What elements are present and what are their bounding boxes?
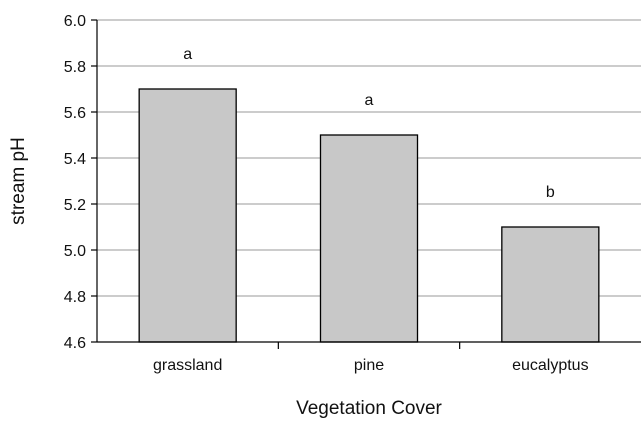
x-category-label-pine: pine [354, 357, 384, 374]
bars [138, 88, 600, 343]
axes [91, 19, 641, 349]
x-category-label-grassland: grassland [153, 357, 222, 374]
y-tick-labels: 4.6 4.8 5.0 5.2 5.4 5.6 5.8 6.0 [64, 13, 86, 352]
y-tick-label: 6.0 [64, 13, 86, 30]
y-tick-label: 5.4 [64, 151, 86, 168]
y-tick-label: 5.8 [64, 59, 86, 76]
data-label-pine: a [365, 92, 374, 109]
x-axis-title: Vegetation Cover [296, 398, 442, 419]
y-tick-label: 5.6 [64, 105, 86, 122]
bar-eucalyptus [501, 226, 600, 343]
y-axis-title: stream pH [8, 137, 29, 225]
data-label-grassland: a [183, 46, 192, 63]
bar-grassland [138, 88, 237, 343]
y-tick-label: 4.6 [64, 335, 86, 352]
bar-pine [319, 134, 419, 343]
y-tick-label: 5.0 [64, 243, 86, 260]
data-label-eucalyptus: b [546, 184, 555, 201]
y-tick-label: 5.2 [64, 197, 86, 214]
x-category-label-eucalyptus: eucalyptus [512, 357, 589, 374]
bar-data-labels: a a b [183, 46, 555, 201]
y-tick-label: 4.8 [64, 289, 86, 306]
x-category-labels: grassland pine eucalyptus [153, 357, 589, 374]
